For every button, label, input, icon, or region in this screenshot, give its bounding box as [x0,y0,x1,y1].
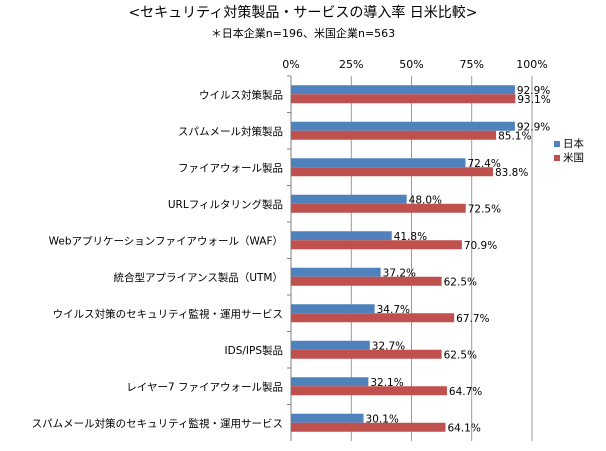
data-label-japan: 34.7% [377,304,410,316]
bar-us [291,276,442,286]
bar-japan [291,340,370,350]
x-tick-label: 25% [339,58,363,71]
legend-label: 米国 [563,151,584,164]
bar-japan [291,267,381,277]
bar-japan [291,304,375,314]
legend-swatch [554,141,560,147]
bar-japan [291,413,364,423]
data-label-japan: 32.1% [370,377,403,389]
data-label-us: 70.9% [464,240,497,252]
bar-japan [291,194,407,204]
data-label-japan: 72.4% [467,158,500,170]
data-label-us: 72.5% [468,203,501,215]
data-label-us: 83.8% [495,167,528,179]
legend-label: 日本 [563,137,584,150]
bar-us [291,130,497,140]
x-tick-label: 75% [460,58,484,71]
bar-us [291,349,442,359]
category-label: ウイルス対策製品 [199,88,283,101]
category-label: スパムメール対策のセキュリティ監視・運用サービス [32,417,283,430]
chart-subtitle: ＊日本企業n=196、米国企業n=563 [210,27,396,40]
data-label-japan: 92.9% [517,85,550,97]
bar-japan [291,158,466,168]
category-label: URLフィルタリング製品 [168,198,283,211]
bar-japan [291,121,515,131]
bar-us [291,240,462,250]
data-label-japan: 32.7% [372,340,405,352]
category-label: Webアプリケーションファイアウォール（WAF） [49,235,283,247]
data-label-us: 64.7% [449,386,482,398]
bar-us [291,203,466,213]
x-tick-label: 50% [399,58,423,71]
data-label-us: 85.1% [498,130,531,142]
bar-japan [291,85,515,95]
chart-title: <セキュリティ対策製品・サービスの導入率 日米比較> [128,5,478,21]
bar-us [291,422,446,432]
bar-japan [291,377,369,387]
data-label-us: 62.5% [444,349,477,361]
x-tick-label: 0% [282,58,299,71]
data-label-us: 93.1% [517,94,550,106]
bar-us [291,167,493,177]
category-label: ウイルス対策のセキュリティ監視・運用サービス [53,307,283,320]
data-label-japan: 37.2% [383,267,416,279]
data-label-japan: 48.0% [409,194,442,206]
category-label: スパムメール対策製品 [178,125,283,138]
data-label-japan: 30.1% [366,413,399,425]
bar-us [291,94,516,104]
legend-swatch [554,155,560,161]
data-label-us: 67.7% [456,313,489,325]
data-label-us: 64.1% [447,422,480,434]
category-label: レイヤー7 ファイアウォール製品 [126,380,283,393]
data-label-japan: 92.9% [517,121,550,133]
category-label: 統合型アプライアンス製品（UTM） [113,271,283,284]
category-label: IDS/IPS製品 [225,344,283,357]
data-label-japan: 41.8% [394,231,427,243]
category-label: ファイアウォール製品 [178,161,283,174]
data-label-us: 62.5% [444,276,477,288]
x-tick-label: 100% [516,58,547,71]
bar-us [291,313,455,323]
bar-japan [291,231,392,241]
bar-us [291,386,447,396]
